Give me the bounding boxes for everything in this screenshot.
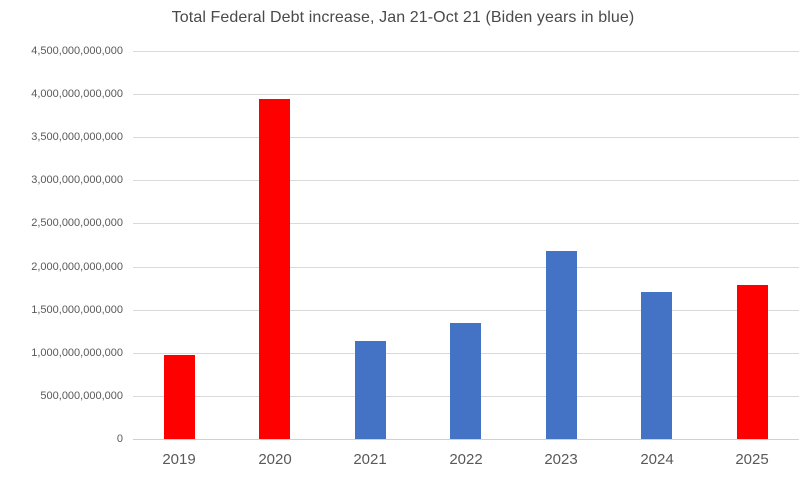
y-gridline [133, 51, 799, 52]
x-axis-tick-label-2019: 2019 [162, 451, 196, 468]
y-gridline [133, 310, 799, 311]
y-axis-tick-label: 2,000,000,000,000 [31, 261, 123, 273]
x-axis-tick-label-2021: 2021 [353, 451, 387, 468]
bar-2020 [259, 99, 290, 439]
bar-2022 [450, 323, 481, 439]
y-gridline [133, 267, 799, 268]
x-axis-tick-label-2022: 2022 [449, 451, 483, 468]
bar-2019 [164, 355, 195, 439]
y-gridline [133, 137, 799, 138]
y-axis-tick-label: 3,500,000,000,000 [31, 131, 123, 143]
y-axis-tick-label: 4,000,000,000,000 [31, 88, 123, 100]
chart-title: Total Federal Debt increase, Jan 21-Oct … [171, 9, 635, 26]
bar-2025 [737, 285, 768, 439]
x-axis-tick-label-2025: 2025 [735, 451, 769, 468]
x-axis-tick-label-2020: 2020 [258, 451, 292, 468]
y-axis-tick-label: 0 [116, 433, 123, 445]
y-gridline [133, 94, 799, 95]
y-gridline [133, 223, 799, 224]
y-axis-tick-label: 1,500,000,000,000 [31, 304, 123, 316]
y-gridline [133, 180, 799, 181]
y-axis-tick-label: 500,000,000,000 [40, 390, 123, 402]
bar-2023 [546, 251, 577, 439]
x-axis-tick-label-2024: 2024 [640, 451, 674, 468]
y-axis-tick-label: 1,000,000,000,000 [31, 347, 123, 359]
bar-2024 [641, 292, 672, 439]
y-axis-tick-label: 2,500,000,000,000 [31, 217, 123, 229]
x-axis-line [133, 439, 799, 440]
x-axis-tick-label-2023: 2023 [544, 451, 578, 468]
bar-2021 [355, 341, 386, 439]
y-axis-tick-label: 4,500,000,000,000 [31, 45, 123, 57]
y-axis-tick-label: 3,000,000,000,000 [31, 174, 123, 186]
